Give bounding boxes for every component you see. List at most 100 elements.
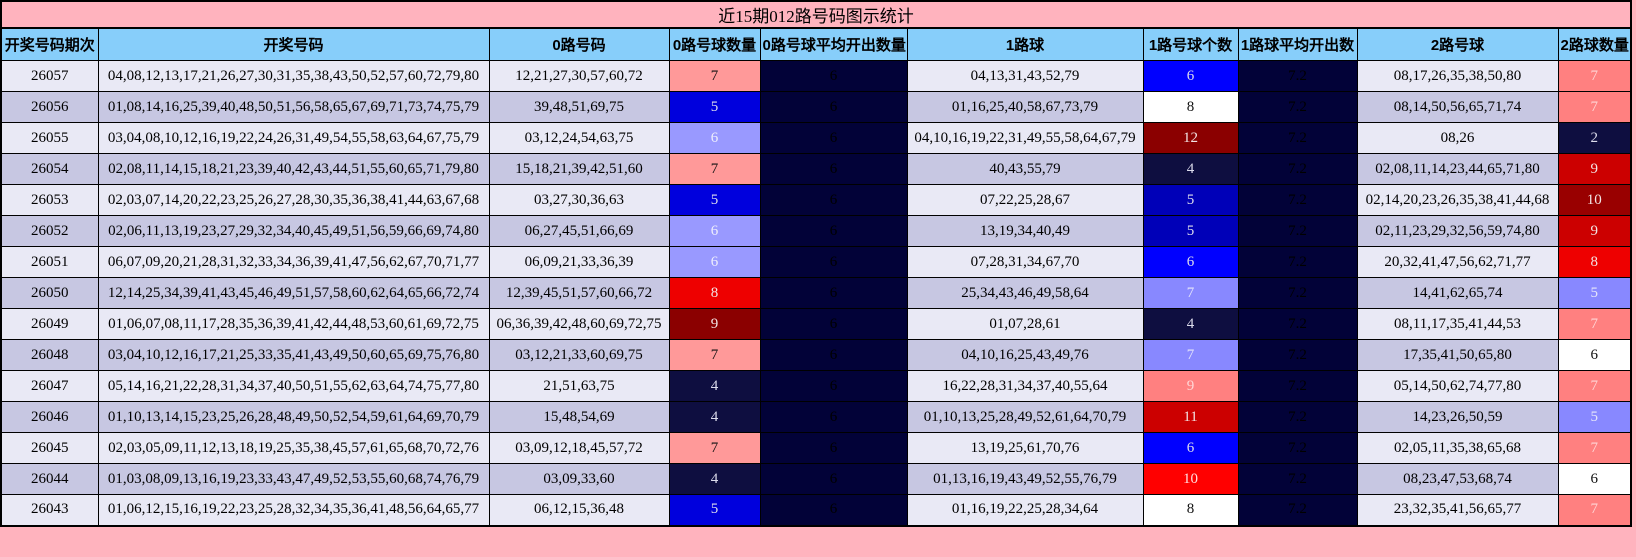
road0-numbers-cell: 03,09,12,18,45,57,72	[488, 432, 670, 464]
road1-avg-cell: 7.2	[1237, 463, 1358, 495]
road2-numbers-cell: 14,23,26,50,59	[1356, 401, 1559, 433]
period-cell: 26056	[0, 91, 99, 123]
road0-numbers-cell: 39,48,51,69,75	[488, 91, 670, 123]
title-row: 近15期012路号码图示统计	[0, 0, 1633, 29]
column-header-road1-numbers: 1路球	[906, 27, 1144, 61]
road2-numbers-cell: 05,14,50,62,74,77,80	[1356, 370, 1559, 402]
road0-avg-cell: 6	[759, 277, 908, 309]
table-row: 26053 02,03,07,14,20,22,23,25,26,27,28,30…	[0, 184, 1632, 216]
table-row: 26047 05,14,16,21,22,28,31,34,37,40,50,51…	[0, 370, 1632, 402]
road2-numbers-cell: 02,14,20,23,26,35,38,41,44,68	[1356, 184, 1559, 216]
draw-numbers-cell: 02,03,07,14,20,22,23,25,26,27,28,30,35,3…	[97, 184, 490, 216]
period-cell: 26045	[0, 432, 99, 464]
road2-count-cell: 6	[1557, 339, 1632, 371]
road0-count-cell: 7	[668, 339, 761, 371]
column-header-road2-count: 2路球数量	[1557, 27, 1632, 61]
road1-avg-cell: 7.2	[1237, 60, 1358, 92]
road2-count-cell: 7	[1557, 91, 1632, 123]
table-row: 26051 06,07,09,20,21,28,31,32,33,34,36,39…	[0, 246, 1632, 278]
table-row: 26056 01,08,14,16,25,39,40,48,50,51,56,58…	[0, 91, 1632, 123]
road1-count-cell: 11	[1142, 401, 1239, 433]
period-cell: 26050	[0, 277, 99, 309]
road0-numbers-cell: 06,27,45,51,66,69	[488, 215, 670, 247]
table-row: 26045 02,03,05,09,11,12,13,18,19,25,35,38…	[0, 432, 1632, 464]
road2-numbers-cell: 23,32,35,41,56,65,77	[1356, 494, 1559, 526]
road1-numbers-cell: 13,19,34,40,49	[906, 215, 1144, 247]
table-row: 26055 03,04,08,10,12,16,19,22,24,26,31,49…	[0, 122, 1632, 154]
road1-count-cell: 10	[1142, 463, 1239, 495]
road1-avg-cell: 7.2	[1237, 401, 1358, 433]
road0-count-cell: 9	[668, 308, 761, 340]
road1-count-cell: 6	[1142, 432, 1239, 464]
period-cell: 26051	[0, 246, 99, 278]
road0-avg-cell: 6	[759, 153, 908, 185]
draw-numbers-cell: 04,08,12,13,17,21,26,27,30,31,35,38,43,5…	[97, 60, 490, 92]
road1-numbers-cell: 01,16,25,40,58,67,73,79	[906, 91, 1144, 123]
road0-avg-cell: 6	[759, 463, 908, 495]
road1-avg-cell: 7.2	[1237, 122, 1358, 154]
road0-numbers-cell: 03,12,21,33,60,69,75	[488, 339, 670, 371]
table-row: 26046 01,10,13,14,15,23,25,26,28,48,49,50…	[0, 401, 1632, 433]
table-row: 26057 04,08,12,13,17,21,26,27,30,31,35,38…	[0, 60, 1632, 92]
road2-numbers-cell: 08,26	[1356, 122, 1559, 154]
road2-count-cell: 7	[1557, 308, 1632, 340]
road1-numbers-cell: 13,19,25,61,70,76	[906, 432, 1144, 464]
column-header-draw-numbers: 开奖号码	[97, 27, 490, 61]
page-title: 近15期012路号码图示统计	[0, 0, 1633, 29]
period-cell: 26048	[0, 339, 99, 371]
road2-numbers-cell: 02,11,23,29,32,56,59,74,80	[1356, 215, 1559, 247]
period-cell: 26055	[0, 122, 99, 154]
column-header-road2-numbers: 2路号球	[1356, 27, 1559, 61]
road2-count-cell: 7	[1557, 60, 1632, 92]
road1-avg-cell: 7.2	[1237, 370, 1358, 402]
draw-numbers-cell: 02,08,11,14,15,18,21,23,39,40,42,43,44,5…	[97, 153, 490, 185]
road1-avg-cell: 7.2	[1237, 308, 1358, 340]
road1-numbers-cell: 40,43,55,79	[906, 153, 1144, 185]
draw-numbers-cell: 02,03,05,09,11,12,13,18,19,25,35,38,45,5…	[97, 432, 490, 464]
draw-numbers-cell: 01,08,14,16,25,39,40,48,50,51,56,58,65,6…	[97, 91, 490, 123]
road0-avg-cell: 6	[759, 401, 908, 433]
period-cell: 26049	[0, 308, 99, 340]
column-header-period: 开奖号码期次	[0, 27, 99, 61]
draw-numbers-cell: 06,07,09,20,21,28,31,32,33,34,36,39,41,4…	[97, 246, 490, 278]
road1-avg-cell: 7.2	[1237, 277, 1358, 309]
lottery-012-road-statistics-table: 近15期012路号码图示统计 开奖号码期次 开奖号码 0路号码 0路号球数量 0路号球平…	[0, 0, 1633, 527]
road0-count-cell: 5	[668, 91, 761, 123]
road2-numbers-cell: 17,35,41,50,65,80	[1356, 339, 1559, 371]
period-cell: 26043	[0, 494, 99, 526]
road0-count-cell: 6	[668, 215, 761, 247]
road2-numbers-cell: 08,23,47,53,68,74	[1356, 463, 1559, 495]
road2-count-cell: 7	[1557, 432, 1632, 464]
road0-avg-cell: 6	[759, 184, 908, 216]
column-header-road0-average: 0路号球平均开出数量	[759, 27, 908, 61]
road0-numbers-cell: 06,12,15,36,48	[488, 494, 670, 526]
road0-avg-cell: 6	[759, 370, 908, 402]
road0-numbers-cell: 15,48,54,69	[488, 401, 670, 433]
road1-numbers-cell: 04,13,31,43,52,79	[906, 60, 1144, 92]
road1-avg-cell: 7.2	[1237, 91, 1358, 123]
road0-count-cell: 4	[668, 401, 761, 433]
draw-numbers-cell: 01,10,13,14,15,23,25,26,28,48,49,50,52,5…	[97, 401, 490, 433]
period-cell: 26046	[0, 401, 99, 433]
draw-numbers-cell: 03,04,08,10,12,16,19,22,24,26,31,49,54,5…	[97, 122, 490, 154]
road1-count-cell: 5	[1142, 215, 1239, 247]
road0-avg-cell: 6	[759, 432, 908, 464]
period-cell: 26044	[0, 463, 99, 495]
road2-numbers-cell: 20,32,41,47,56,62,71,77	[1356, 246, 1559, 278]
road0-numbers-cell: 06,36,39,42,48,60,69,72,75	[488, 308, 670, 340]
road1-count-cell: 8	[1142, 494, 1239, 526]
road0-count-cell: 7	[668, 153, 761, 185]
road2-count-cell: 6	[1557, 463, 1632, 495]
road1-numbers-cell: 07,28,31,34,67,70	[906, 246, 1144, 278]
road1-avg-cell: 7.2	[1237, 494, 1358, 526]
road1-count-cell: 12	[1142, 122, 1239, 154]
draw-numbers-cell: 03,04,10,12,16,17,21,25,33,35,41,43,49,5…	[97, 339, 490, 371]
road0-avg-cell: 6	[759, 122, 908, 154]
road0-numbers-cell: 12,21,27,30,57,60,72	[488, 60, 670, 92]
column-header-road0-numbers: 0路号码	[488, 27, 670, 61]
road1-count-cell: 7	[1142, 339, 1239, 371]
road1-numbers-cell: 01,10,13,25,28,49,52,61,64,70,79	[906, 401, 1144, 433]
road1-avg-cell: 7.2	[1237, 153, 1358, 185]
road1-avg-cell: 7.2	[1237, 184, 1358, 216]
table-row: 26052 02,06,11,13,19,23,27,29,32,34,40,45…	[0, 215, 1632, 247]
